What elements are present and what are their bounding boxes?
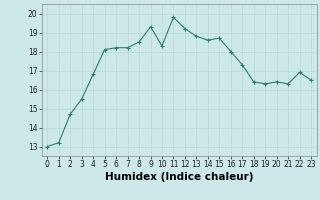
X-axis label: Humidex (Indice chaleur): Humidex (Indice chaleur) [105,172,253,182]
